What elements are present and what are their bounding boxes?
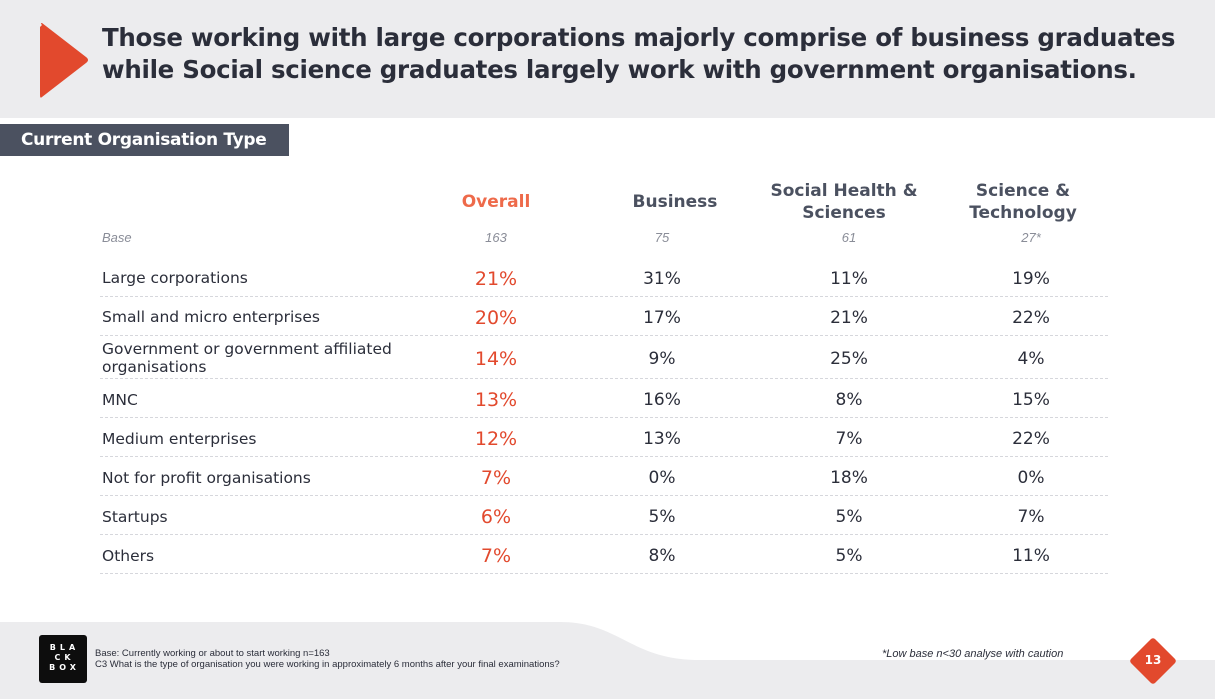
cell-science: 11% xyxy=(1012,546,1050,566)
cell-overall: 14% xyxy=(474,348,518,370)
cell-business: 13% xyxy=(643,429,681,449)
column-header-overall: Overall xyxy=(461,192,531,212)
cell-science: 19% xyxy=(1012,269,1050,289)
section-title: Current Organisation Type xyxy=(0,124,289,156)
table-row: Large corporations 21% 31% 11% 19% xyxy=(100,258,1108,297)
cell-social: 18% xyxy=(830,468,868,488)
table-row: Government or government affiliated orga… xyxy=(100,336,1108,379)
row-label: Large corporations xyxy=(102,269,248,287)
footnote: Base: Currently working or about to star… xyxy=(95,648,560,670)
row-label: MNC xyxy=(102,391,138,409)
cell-social: 8% xyxy=(835,390,863,410)
base-overall: 163 xyxy=(485,230,507,245)
cell-social: 7% xyxy=(835,429,863,449)
cell-overall: 21% xyxy=(474,268,518,290)
cell-social: 5% xyxy=(835,507,863,527)
row-label: Small and micro enterprises xyxy=(102,308,320,326)
cell-science: 22% xyxy=(1012,429,1050,449)
cell-science: 22% xyxy=(1012,308,1050,328)
cell-business: 31% xyxy=(643,269,681,289)
question-note: C3 What is the type of organisation you … xyxy=(95,659,560,670)
cell-social: 21% xyxy=(830,308,868,328)
row-label: Medium enterprises xyxy=(102,430,257,448)
cell-business: 9% xyxy=(648,349,676,369)
cell-overall: 13% xyxy=(474,389,518,411)
headline-line-2: while Social science graduates largely w… xyxy=(102,55,1137,84)
table-row: Not for profit organisations 7% 0% 18% 0… xyxy=(100,457,1108,496)
footer-band xyxy=(0,622,1215,699)
data-table: Large corporations 21% 31% 11% 19% Small… xyxy=(100,258,1108,574)
page-number: 13 xyxy=(1144,653,1162,667)
cell-business: 17% xyxy=(643,308,681,328)
cell-science: 15% xyxy=(1012,390,1050,410)
cell-science: 4% xyxy=(1017,349,1045,369)
cell-social: 5% xyxy=(835,546,863,566)
table-row: Medium enterprises 12% 13% 7% 22% xyxy=(100,418,1108,457)
low-base-caution: *Low base n<30 analyse with caution xyxy=(882,648,1064,660)
table-row: Startups 6% 5% 5% 7% xyxy=(100,496,1108,535)
cell-social: 25% xyxy=(830,349,868,369)
base-science: 27* xyxy=(1021,230,1041,245)
column-header-business: Business xyxy=(632,192,718,212)
base-label: Base xyxy=(102,230,132,245)
table-row: Small and micro enterprises 20% 17% 21% … xyxy=(100,297,1108,336)
cell-overall: 6% xyxy=(480,506,512,528)
row-label: Government or government affiliated orga… xyxy=(102,340,392,376)
cell-overall: 7% xyxy=(480,467,512,489)
base-business: 75 xyxy=(654,230,670,245)
cell-business: 16% xyxy=(643,390,681,410)
column-header-science-technology: Science & Technology xyxy=(969,181,1077,223)
cell-science: 7% xyxy=(1017,507,1045,527)
row-label: Startups xyxy=(102,508,168,526)
table-row: MNC 13% 16% 8% 15% xyxy=(100,379,1108,418)
base-social: 61 xyxy=(841,230,857,245)
cell-overall: 20% xyxy=(474,307,518,329)
cell-science: 0% xyxy=(1017,468,1045,488)
cell-business: 8% xyxy=(648,546,676,566)
cell-business: 0% xyxy=(648,468,676,488)
cell-business: 5% xyxy=(648,507,676,527)
header-band: Those working with large corporations ma… xyxy=(0,0,1215,118)
table-row: Others 7% 8% 5% 11% xyxy=(100,535,1108,574)
play-arrow-icon xyxy=(40,23,88,98)
blackbox-logo: BLA CK BOX xyxy=(39,635,87,683)
cell-social: 11% xyxy=(830,269,868,289)
row-label: Others xyxy=(102,547,155,565)
page-headline: Those working with large corporations ma… xyxy=(102,22,1202,86)
cell-overall: 7% xyxy=(480,545,512,567)
cell-overall: 12% xyxy=(474,428,518,450)
base-note: Base: Currently working or about to star… xyxy=(95,648,330,659)
column-header-social-health-sciences: Social Health & Sciences xyxy=(770,181,918,223)
headline-line-1: Those working with large corporations ma… xyxy=(102,23,1176,52)
row-label: Not for profit organisations xyxy=(102,469,311,487)
